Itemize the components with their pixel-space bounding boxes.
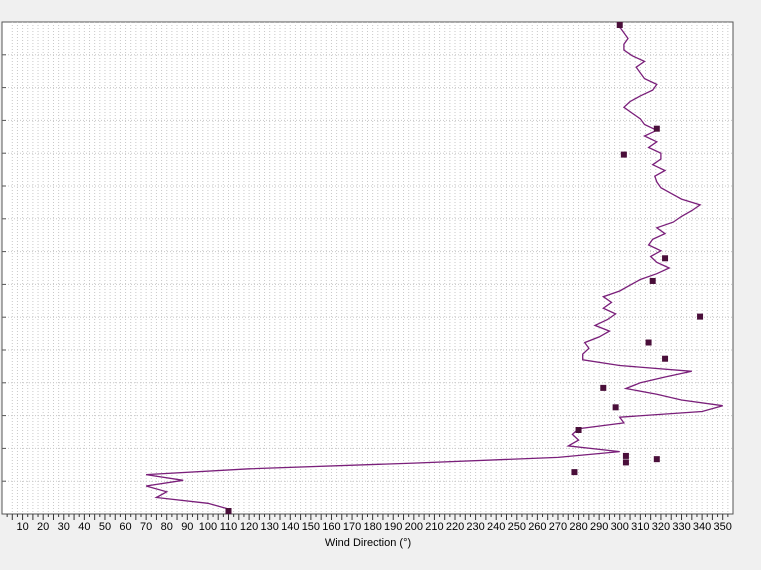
x-tick-label: 300 xyxy=(611,521,629,533)
data-point-marker xyxy=(645,339,652,346)
x-tick-label: 60 xyxy=(119,521,131,533)
data-point-marker xyxy=(662,355,669,362)
x-tick-label: 250 xyxy=(508,521,526,533)
x-tick-label: 100 xyxy=(199,521,217,533)
x-tick-label: 90 xyxy=(181,521,193,533)
data-point-marker xyxy=(620,151,627,158)
x-tick-label: 150 xyxy=(302,521,320,533)
data-point-marker xyxy=(662,255,669,262)
x-axis: 10 20 30 40 50 60 70 80 90 100 110 120 130 140 150 160 1… xyxy=(6,514,732,533)
data-point-marker xyxy=(649,277,656,284)
data-point-marker xyxy=(612,404,619,411)
x-tick-label: 70 xyxy=(140,521,152,533)
x-tick-label: 240 xyxy=(487,521,505,533)
x-tick-label: 120 xyxy=(240,521,258,533)
x-tick-label: 50 xyxy=(99,521,111,533)
x-tick-label: 170 xyxy=(343,521,361,533)
x-tick-label: 130 xyxy=(261,521,279,533)
data-point-marker xyxy=(600,384,607,391)
series-layer xyxy=(145,22,723,514)
x-tick-label: 220 xyxy=(446,521,464,533)
data-point-marker xyxy=(616,22,623,28)
x-tick-label: 110 xyxy=(220,521,238,533)
data-point-marker xyxy=(697,313,704,320)
x-tick-label: 320 xyxy=(652,521,670,533)
data-point-marker xyxy=(653,125,660,132)
x-tick-label: 30 xyxy=(58,521,70,533)
x-tick-label: 290 xyxy=(590,521,608,533)
data-point-marker xyxy=(225,508,232,514)
data-point-marker xyxy=(622,459,629,466)
x-tick-label: 10 xyxy=(16,521,28,533)
x-tick-label: 190 xyxy=(384,521,402,533)
x-tick-label: 230 xyxy=(466,521,484,533)
x-tick-label: 340 xyxy=(693,521,711,533)
data-point-marker xyxy=(575,427,582,433)
data-point-marker xyxy=(571,469,578,476)
data-point-marker xyxy=(653,456,660,463)
x-tick-label: 140 xyxy=(281,521,299,533)
x-tick-label: 180 xyxy=(363,521,381,533)
data-point-marker xyxy=(622,452,629,459)
x-tick-label: 40 xyxy=(78,521,90,533)
x-tick-label: 160 xyxy=(322,521,340,533)
x-tick-label: 280 xyxy=(569,521,587,533)
x-tick-label: 350 xyxy=(714,521,732,533)
x-tick-label: 260 xyxy=(528,521,546,533)
x-tick-label: 20 xyxy=(37,521,49,533)
x-tick-label: 210 xyxy=(425,521,443,533)
x-axis-title: Wind Direction (°) xyxy=(325,537,411,549)
x-tick-label: 310 xyxy=(631,521,649,533)
x-tick-label: 330 xyxy=(672,521,690,533)
x-tick-label: 200 xyxy=(405,521,423,533)
x-tick-label: 80 xyxy=(161,521,173,533)
grid xyxy=(2,22,733,514)
x-tick-label: 270 xyxy=(549,521,567,533)
